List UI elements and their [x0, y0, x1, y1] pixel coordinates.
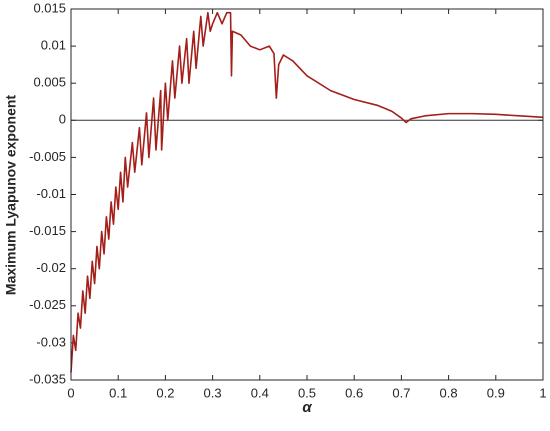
y-tick-label: -0.02 [36, 260, 66, 275]
x-tick-label: 0.7 [392, 385, 410, 400]
plot-frame [70, 8, 544, 381]
y-tick-label: -0.03 [36, 334, 66, 349]
x-tick-label: 0.3 [204, 385, 222, 400]
x-tick-label: 0.2 [156, 385, 174, 400]
y-tick-label: 0.01 [41, 38, 66, 53]
y-tick-label: 0.005 [33, 75, 66, 90]
y-tick-label: 0 [59, 112, 66, 127]
y-tick-label: -0.015 [29, 223, 66, 238]
y-tick-label: -0.025 [29, 297, 66, 312]
x-tick-label: 1 [539, 385, 546, 400]
x-tick-label: 0.1 [109, 385, 127, 400]
x-tick-label: 0.6 [345, 385, 363, 400]
y-tick-label: -0.005 [29, 149, 66, 164]
x-tick-label: 0.4 [251, 385, 269, 400]
x-tick-label: 0.5 [298, 385, 316, 400]
x-tick-label: 0.9 [487, 385, 505, 400]
y-tick-label: -0.01 [36, 186, 66, 201]
data-line [70, 11, 544, 373]
y-tick-label: 0.015 [33, 0, 66, 15]
y-tick-label: -0.035 [29, 371, 66, 386]
x-tick-label: 0 [67, 385, 74, 400]
y-axis-label: Maximum Lyapunov exponent [3, 95, 19, 296]
x-tick-label: 0.8 [440, 385, 458, 400]
x-axis-label: α [302, 399, 312, 416]
